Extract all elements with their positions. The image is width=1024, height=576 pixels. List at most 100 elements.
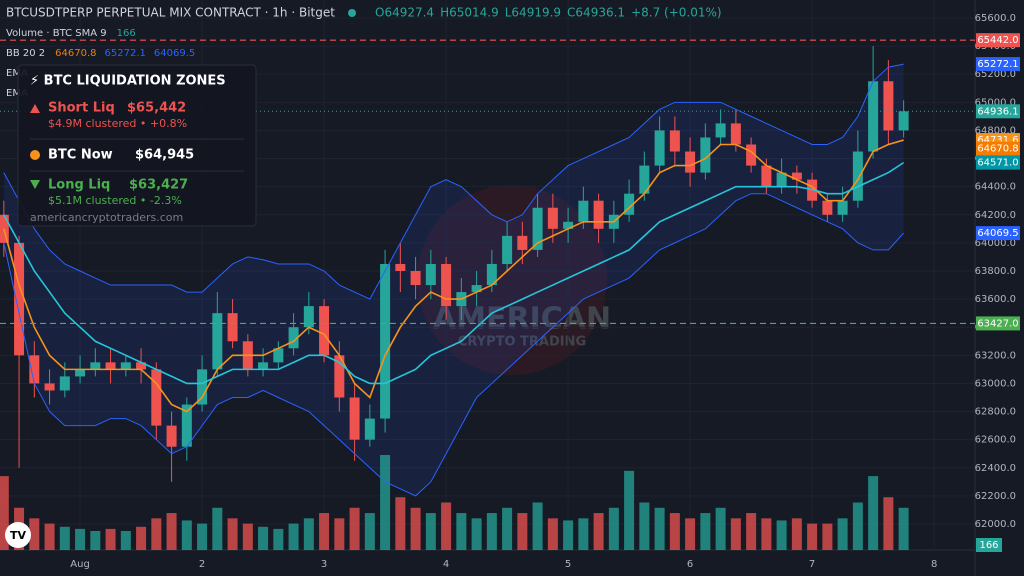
candle-body <box>685 151 696 173</box>
volume-bar <box>898 507 909 550</box>
volume-label: 166 <box>979 540 998 551</box>
candle-body <box>227 313 238 342</box>
candle-body <box>120 362 131 370</box>
status-dot <box>348 9 356 17</box>
candle-body <box>532 207 543 250</box>
short-note: $4.9M clustered • +0.8% <box>48 117 187 130</box>
short-label: Short Liq <box>48 101 115 116</box>
volume-bar <box>242 523 253 550</box>
price-badge <box>976 141 1020 156</box>
candle-body <box>105 362 116 370</box>
volume-bar <box>105 528 116 550</box>
candle-body <box>593 200 604 229</box>
candle-body <box>181 404 192 447</box>
volume-bar <box>639 502 650 550</box>
price-badge <box>976 57 1020 72</box>
candle-body <box>883 81 894 131</box>
ohlc-value: O64927.4 <box>375 6 434 20</box>
y-tick-label: 64000.0 <box>975 238 1016 249</box>
symbol-title: BTCUSDTPERP PERPETUAL MIX CONTRACT · 1h … <box>6 6 335 20</box>
volume-bar <box>837 518 848 550</box>
candle-body <box>334 355 345 398</box>
candle-body <box>319 306 330 356</box>
y-tick-label: 63600.0 <box>975 294 1016 305</box>
plot <box>0 39 975 550</box>
indicator-line <box>3 193 904 497</box>
volume-bar <box>349 507 360 550</box>
volume-bar <box>883 497 894 550</box>
volume-bar <box>120 531 131 550</box>
price-badge-label: 64571.0 <box>977 158 1018 169</box>
volume-bar <box>654 507 665 550</box>
liquidation-panel: ⚡ BTC LIQUIDATION ZONES Short Liq $65,44… <box>17 64 257 227</box>
volume-bar <box>624 470 635 550</box>
price-badge <box>976 104 1020 119</box>
watermark-text: AMERICAN <box>433 302 611 337</box>
candle-body <box>395 263 406 271</box>
volume-bar <box>181 520 192 550</box>
logo-mark: TV <box>10 529 27 542</box>
price-badge-label: 64069.5 <box>977 228 1018 239</box>
volume-bar <box>547 518 558 550</box>
volume-bar <box>29 518 40 550</box>
long-value: $63,427 <box>129 178 188 193</box>
volume-bar <box>868 476 879 550</box>
volume-bar <box>319 513 330 550</box>
volume-bar <box>685 518 696 550</box>
volume-bar <box>852 502 863 550</box>
candle-body <box>486 263 497 286</box>
volume-bar <box>380 455 391 550</box>
candle-body <box>898 111 909 131</box>
y-tick-label: 62000.0 <box>975 519 1016 530</box>
y-tick-label: 62600.0 <box>975 435 1016 446</box>
panel-title: ⚡ BTC LIQUIDATION ZONES <box>30 74 226 89</box>
volume-bar <box>807 523 818 550</box>
volume-bar <box>0 476 9 550</box>
candle-body <box>654 130 665 166</box>
volume-bar <box>395 497 406 550</box>
indicator-name: Volume · BTC SMA 9 <box>6 28 107 39</box>
price-badge-label: 64670.8 <box>977 144 1018 155</box>
volume-bar <box>441 502 452 550</box>
y-tick-label: 65600.0 <box>975 13 1016 24</box>
candle-body <box>288 327 299 349</box>
candle-body <box>868 81 879 152</box>
candle-body <box>715 123 726 138</box>
down-triangle <box>30 180 40 189</box>
indicator-value: 64670.8 <box>55 48 96 59</box>
indicator-name: BB 20 2 <box>6 48 45 59</box>
price-badge-label: 65272.1 <box>977 59 1018 70</box>
long-label: Long Liq <box>48 178 110 193</box>
volume-badge <box>976 538 1002 552</box>
ohlc-value: +8.7 (+0.01%) <box>631 6 722 20</box>
x-tick-label: 6 <box>687 559 693 570</box>
candle-body <box>776 172 787 187</box>
candle-body <box>364 418 375 440</box>
indicator-value: 166 <box>117 28 136 39</box>
candle-body <box>151 369 162 426</box>
indicator-line <box>3 139 904 413</box>
x-tick-label: 8 <box>931 559 937 570</box>
volume-bar <box>578 518 589 550</box>
ohlc-value: H65014.9 <box>440 6 499 20</box>
panel-box <box>17 64 257 227</box>
candle-body <box>791 172 802 180</box>
y-tick-label: 63000.0 <box>975 378 1016 389</box>
volume-bar <box>517 513 528 550</box>
ohlc-value: L64919.9 <box>505 6 561 20</box>
x-tick-label: 5 <box>565 559 571 570</box>
volume-bar <box>303 518 314 550</box>
volume-bar <box>75 528 86 550</box>
now-label: BTC Now <box>48 148 113 163</box>
indicator-line <box>3 63 904 300</box>
volume-bar <box>776 520 787 550</box>
volume-bar <box>471 518 482 550</box>
candle-body <box>669 130 680 152</box>
volume-bar <box>44 523 55 550</box>
candle-body <box>410 270 421 286</box>
short-value: $65,442 <box>127 101 186 116</box>
candle-body <box>502 235 513 264</box>
volume-bar <box>761 518 772 550</box>
candle-body <box>700 137 711 173</box>
x-tick-label: 4 <box>443 559 449 570</box>
